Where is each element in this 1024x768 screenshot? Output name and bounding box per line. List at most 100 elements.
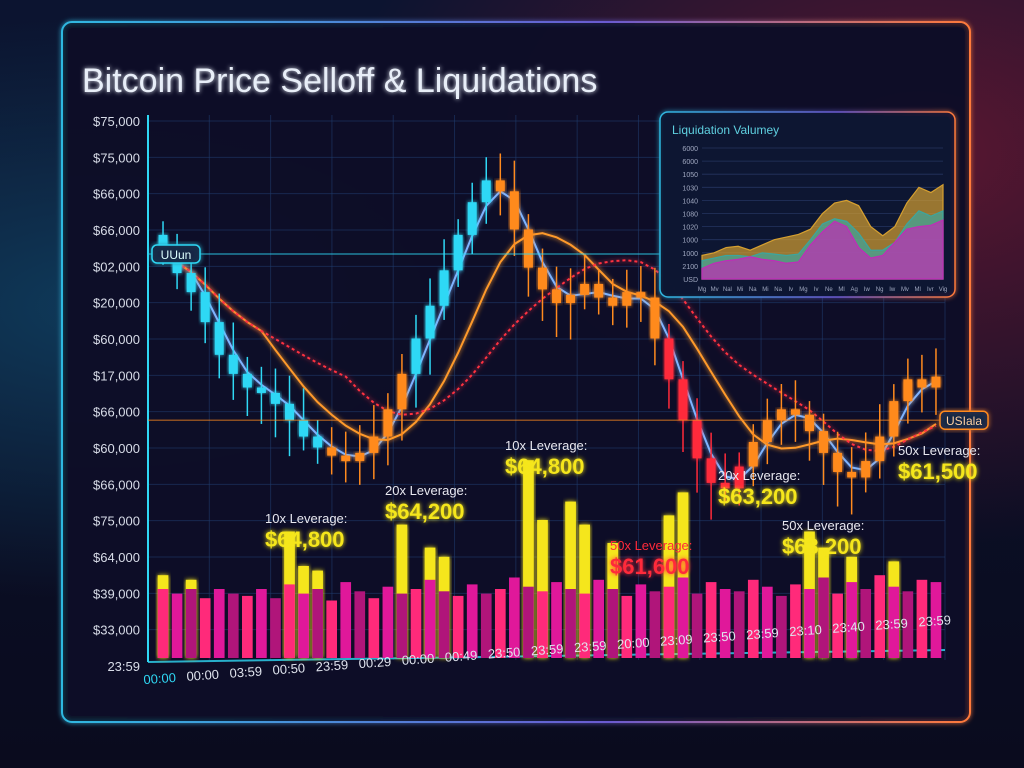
annotation-price: $64,200 bbox=[385, 499, 465, 524]
y-tick-label: $66,000 bbox=[93, 187, 140, 202]
y-tick-label: 23:59 bbox=[107, 659, 140, 674]
annotation-leverage: 20x Leverage: bbox=[718, 468, 800, 483]
candle-body bbox=[664, 338, 674, 380]
y-tick-label: $33,000 bbox=[93, 623, 140, 638]
inset-x-tick-label: Ne bbox=[825, 287, 833, 293]
candle-body bbox=[594, 283, 604, 298]
inset-x-tick-label: Iv bbox=[814, 287, 819, 293]
inset-y-tick-label: USD bbox=[683, 277, 698, 284]
candle-body bbox=[228, 354, 238, 374]
y-tick-label: $17,000 bbox=[93, 368, 140, 383]
volume-bar bbox=[761, 586, 773, 658]
candle-body bbox=[748, 442, 758, 467]
inset-x-tick-label: Iw bbox=[889, 287, 896, 293]
volume-bar bbox=[621, 595, 633, 658]
x-tick-label: 23:59 bbox=[573, 638, 607, 655]
volume-bar bbox=[410, 589, 422, 658]
volume-bar bbox=[902, 591, 914, 658]
x-tick-label: 23:59 bbox=[875, 615, 909, 632]
volume-bar bbox=[256, 589, 267, 658]
candle-body bbox=[931, 376, 941, 388]
inset-x-tick-label: Na bbox=[774, 287, 782, 293]
inset-x-tick-label: Na bbox=[749, 287, 757, 293]
volume-bar bbox=[199, 598, 211, 658]
candle-body bbox=[833, 452, 843, 472]
volume-bar bbox=[607, 589, 619, 658]
volume-bar bbox=[860, 589, 872, 658]
volume-bar-spike bbox=[677, 492, 689, 658]
volume-bar bbox=[916, 579, 928, 658]
volume-bar bbox=[368, 598, 380, 658]
candle-body bbox=[861, 461, 871, 478]
volume-bar-spike bbox=[579, 524, 590, 658]
volume-bar bbox=[382, 586, 394, 658]
y-tick-label: $66,000 bbox=[93, 477, 140, 492]
candle-body bbox=[369, 436, 379, 453]
x-tick-label: 23:59 bbox=[746, 625, 780, 642]
annotation-leverage: 20x Leverage: bbox=[385, 483, 467, 498]
inset-x-tick-label: Mg bbox=[799, 287, 807, 293]
reference-label-badge bbox=[151, 244, 201, 264]
volume-bar bbox=[635, 584, 647, 658]
candle-body bbox=[439, 270, 449, 306]
candle-body bbox=[256, 387, 266, 393]
x-tick-label: 00:50 bbox=[272, 660, 306, 677]
volume-bar bbox=[776, 595, 787, 658]
x-axis: 00:00 00:00 03:59 00:50 23:59 00:29 00:00 00:49… bbox=[143, 612, 952, 687]
volume-bar bbox=[832, 593, 843, 658]
annotation-price: $61,500 bbox=[898, 459, 978, 484]
volume-bar bbox=[242, 595, 253, 658]
volume-bar bbox=[537, 591, 548, 658]
candle-body bbox=[299, 420, 309, 437]
annotation-price: $64,800 bbox=[505, 454, 585, 479]
volume-bar bbox=[818, 577, 829, 658]
candle-body bbox=[917, 379, 927, 388]
annotation-price: $63,200 bbox=[782, 534, 862, 559]
volume-bar bbox=[185, 589, 197, 658]
volume-bar bbox=[705, 582, 717, 658]
annotation-leverage: 10x Leverage: bbox=[505, 438, 587, 453]
annotation-leverage: 50x Leverage: bbox=[782, 518, 864, 533]
inset-x-tick-label: Ml bbox=[914, 287, 920, 293]
candle-body bbox=[608, 297, 618, 306]
inset-x-tick-label: Mv bbox=[901, 287, 909, 293]
inset-y-tick-label: 1030 bbox=[682, 185, 698, 192]
x-tick-label: 23:09 bbox=[660, 631, 694, 648]
volume-bar bbox=[804, 589, 815, 658]
annotation-leverage: 50x Leverage: bbox=[610, 538, 692, 553]
moving-average-line bbox=[162, 250, 937, 452]
candle-body bbox=[495, 180, 505, 192]
candle-body bbox=[762, 420, 772, 442]
candle-body bbox=[523, 229, 533, 268]
y-tick-label: $64,000 bbox=[93, 550, 140, 565]
volume-bar bbox=[312, 589, 323, 658]
candle-body bbox=[692, 420, 702, 459]
candle-body bbox=[158, 234, 168, 252]
volume-bar bbox=[171, 593, 183, 658]
volume-bar bbox=[551, 582, 562, 658]
volume-bar bbox=[747, 579, 759, 658]
volume-bar bbox=[663, 586, 675, 658]
volume-bar bbox=[523, 586, 534, 658]
volume-bar bbox=[579, 593, 590, 658]
inset-liquidation-volume: Liquidation Valumey 6000 6000 1050 1030 1040 1… bbox=[659, 111, 956, 298]
y-tick-label: $66,000 bbox=[93, 223, 140, 238]
chart-title: Bitcoin Price Selloff & Liquidations bbox=[82, 62, 597, 100]
inset-x-tick-label: Mi bbox=[737, 287, 743, 293]
inset-x-tick-label: Ag bbox=[851, 287, 858, 293]
volume-bar bbox=[719, 589, 731, 658]
volume-bar bbox=[649, 591, 661, 658]
x-tick-label: 00:00 bbox=[143, 670, 177, 687]
candle-body bbox=[776, 409, 786, 421]
candle-body bbox=[790, 409, 800, 415]
x-tick-label: 00:00 bbox=[186, 667, 220, 684]
inset-y-tick-label: 1000 bbox=[682, 251, 698, 258]
candle-body bbox=[327, 447, 337, 456]
inset-x-tick-label: Iv bbox=[788, 287, 793, 293]
candle-body bbox=[566, 294, 576, 304]
x-tick-label: 23:10 bbox=[789, 622, 823, 639]
candle-body bbox=[804, 414, 814, 432]
volume-bar bbox=[438, 591, 450, 658]
candle-body bbox=[425, 305, 435, 339]
volume-bar-spike bbox=[396, 524, 408, 658]
